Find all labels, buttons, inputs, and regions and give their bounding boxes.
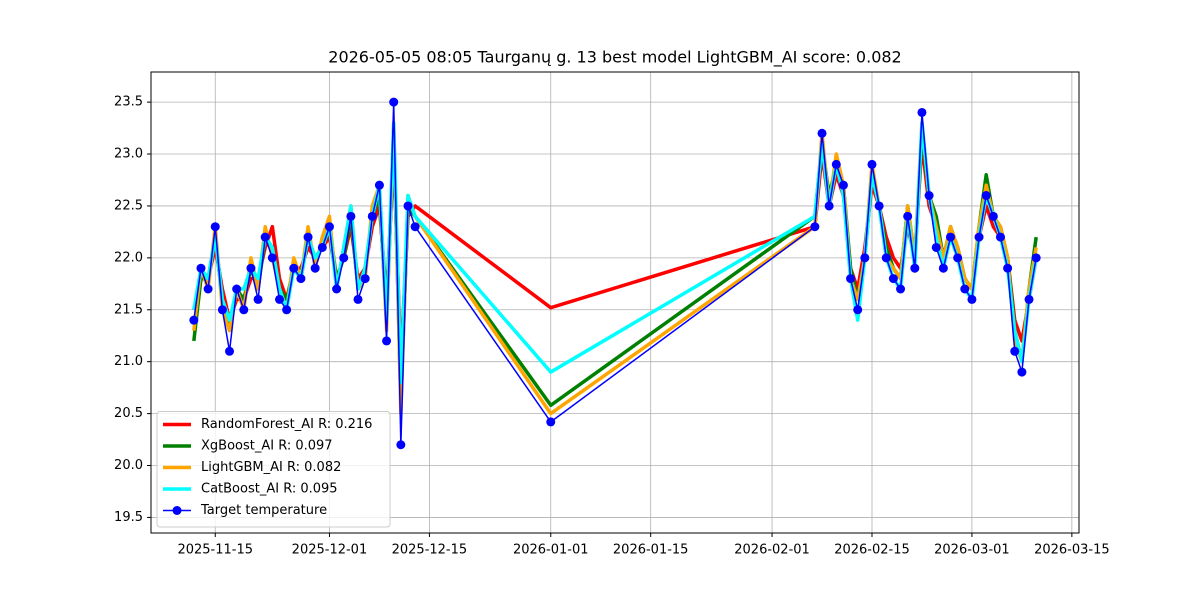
chart-title: 2026-05-05 08:05 Taurganų g. 13 best mod… <box>328 48 901 68</box>
data-point <box>382 336 392 346</box>
data-point <box>374 180 384 190</box>
y-tick-label: 21.0 <box>114 354 143 369</box>
data-point <box>960 284 970 294</box>
data-point <box>1010 346 1020 356</box>
data-point <box>353 294 363 304</box>
x-tick-label: 2026-01-01 <box>513 543 589 558</box>
data-point <box>410 222 420 232</box>
y-tick-label: 22.5 <box>114 198 143 213</box>
data-point <box>282 305 292 315</box>
data-point <box>317 242 327 252</box>
data-point <box>846 274 856 284</box>
data-point <box>924 191 934 201</box>
data-point <box>1017 367 1027 377</box>
data-point <box>217 305 227 315</box>
y-tick-label: 21.5 <box>114 302 143 317</box>
data-point <box>367 211 377 221</box>
data-point <box>267 253 277 263</box>
data-point <box>831 159 841 169</box>
data-point <box>1024 294 1034 304</box>
x-tick-label: 2026-02-01 <box>734 543 810 558</box>
data-point <box>903 211 913 221</box>
data-point <box>867 159 877 169</box>
data-point <box>253 294 263 304</box>
data-point <box>953 253 963 263</box>
x-tick-label: 2026-03-01 <box>934 543 1010 558</box>
data-point <box>838 180 848 190</box>
data-point <box>824 201 834 211</box>
data-point <box>225 346 235 356</box>
legend-marker <box>172 506 182 515</box>
data-point <box>888 274 898 284</box>
data-point <box>210 222 220 232</box>
data-point <box>346 211 356 221</box>
data-point <box>332 284 342 294</box>
data-point <box>196 263 206 273</box>
data-point <box>232 284 242 294</box>
data-point <box>246 263 256 273</box>
y-tick-label: 23.5 <box>114 95 143 110</box>
data-point <box>938 263 948 273</box>
data-point <box>967 294 977 304</box>
data-point <box>324 222 334 232</box>
data-point <box>881 253 891 263</box>
data-point <box>396 440 406 450</box>
data-point <box>931 242 941 252</box>
y-tick-label: 22.0 <box>114 250 143 265</box>
data-point <box>974 232 984 242</box>
data-point <box>817 128 827 138</box>
data-point <box>1003 263 1013 273</box>
data-point <box>389 97 399 107</box>
x-tick-label: 2025-11-15 <box>177 543 253 558</box>
legend: RandomForest_AI R: 0.216 XgBoost_AI R: 0.… <box>156 411 391 528</box>
data-point <box>810 222 820 232</box>
data-point <box>853 305 863 315</box>
data-point <box>339 253 349 263</box>
data-point <box>910 263 920 273</box>
data-point <box>239 305 249 315</box>
data-point <box>274 294 284 304</box>
x-tick-label: 2026-02-15 <box>834 543 910 558</box>
data-point <box>896 284 906 294</box>
x-tick-label: 2025-12-15 <box>392 543 468 558</box>
y-tick-label: 20.0 <box>114 458 143 473</box>
legend-label: RandomForest_AI R: 0.216 <box>201 417 372 432</box>
data-point <box>296 274 306 284</box>
data-point <box>303 232 313 242</box>
legend-label: LightGBM_AI R: 0.082 <box>201 460 341 475</box>
legend-label: CatBoost_AI R: 0.095 <box>201 482 338 497</box>
data-point <box>203 284 213 294</box>
legend-label: Target temperature <box>200 503 327 518</box>
data-point <box>189 315 199 325</box>
data-point <box>946 232 956 242</box>
data-point <box>403 201 413 211</box>
data-point <box>360 274 370 284</box>
x-tick-label: 2026-01-15 <box>613 543 689 558</box>
y-tick-label: 23.0 <box>114 147 143 162</box>
data-point <box>860 253 870 263</box>
data-point <box>310 263 320 273</box>
x-tick-label: 2025-12-01 <box>292 543 368 558</box>
data-point <box>981 191 991 201</box>
data-point <box>546 417 556 427</box>
y-tick-label: 20.5 <box>114 406 143 421</box>
data-point <box>874 201 884 211</box>
plot-frame <box>150 71 1080 534</box>
data-point <box>988 211 998 221</box>
x-tick-label: 2026-03-15 <box>1034 543 1110 558</box>
data-point <box>917 107 927 117</box>
data-point <box>289 263 299 273</box>
data-point <box>260 232 270 242</box>
data-point <box>995 232 1005 242</box>
legend-box <box>156 411 391 528</box>
legend-label: XgBoost_AI R: 0.097 <box>201 439 333 454</box>
data-point <box>1031 253 1041 263</box>
y-tick-label: 19.5 <box>114 510 143 525</box>
